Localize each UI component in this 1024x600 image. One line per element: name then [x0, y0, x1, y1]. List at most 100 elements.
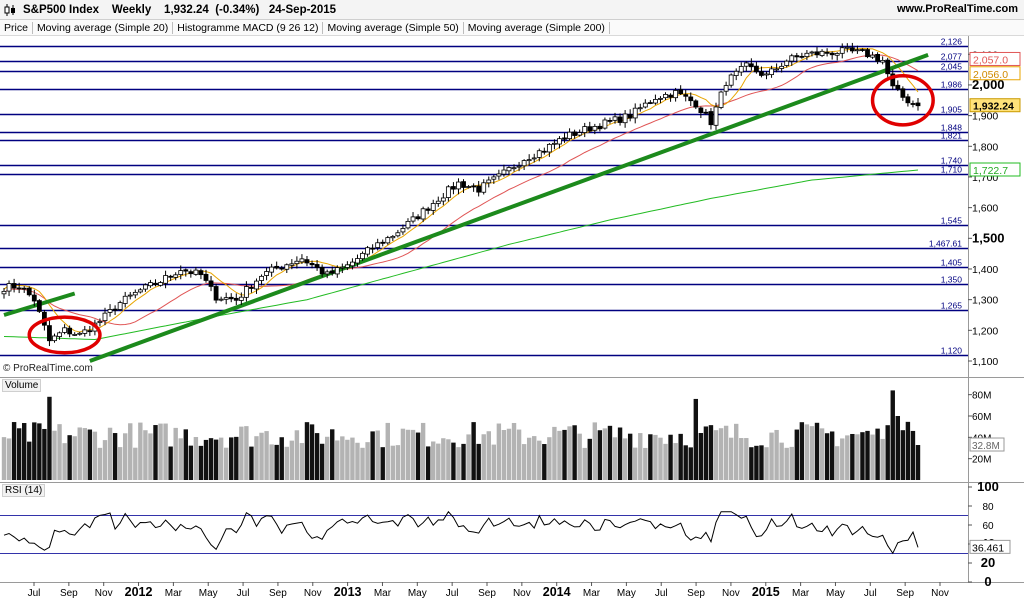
volume-bar [607, 425, 613, 480]
candle-body [57, 332, 62, 337]
volume-bar [213, 439, 219, 480]
volume-bar [319, 443, 325, 480]
x-tick-label: Nov [95, 588, 113, 599]
volume-bar [794, 429, 800, 480]
volume-bar [32, 422, 37, 480]
volume-bar [860, 432, 865, 480]
ma50-line [3, 54, 919, 326]
volume-bar [436, 443, 441, 480]
volume-bar [415, 432, 421, 480]
volume-bar [723, 425, 729, 480]
site-url[interactable]: www.ProRealTime.com [896, 3, 1018, 15]
price-tag-label: 2,056.0 [973, 69, 1008, 81]
volume-bar [254, 436, 259, 480]
candle-body [309, 262, 315, 266]
volume-bar [274, 444, 279, 480]
candle-body [784, 60, 790, 66]
candle-body [445, 186, 451, 198]
legend-macd-histogram[interactable]: Histogramme MACD (9 26 12) [173, 21, 324, 34]
y-tick-label: 1,300 [972, 295, 998, 307]
volume-last-tag-label: 32.8M [972, 441, 1000, 452]
volume-bar [597, 430, 603, 480]
x-tick-label: Mar [165, 588, 183, 599]
candle-body [794, 55, 800, 58]
x-tick-label: May [408, 588, 427, 599]
candle-body [294, 260, 300, 265]
volume-bar [850, 433, 855, 480]
level-label: 2,045 [941, 62, 963, 72]
candle-body [153, 282, 158, 285]
candle-body [612, 116, 618, 121]
candle-body [188, 271, 194, 275]
volume-bar [511, 422, 517, 480]
candle-body [6, 283, 12, 292]
volume-bar [410, 429, 416, 480]
volume-bar [229, 437, 234, 480]
x-tick-label: May [826, 588, 845, 599]
volume-bar [163, 423, 168, 480]
price-tag [969, 162, 1021, 177]
x-tick-label: Sep [687, 588, 705, 599]
volume-bar [117, 447, 123, 480]
legend-price[interactable]: Price [0, 21, 33, 34]
volume-bar [552, 426, 557, 480]
volume-bar [178, 438, 183, 480]
volume-y-tick-label: 20M [972, 455, 991, 466]
volume-bar [764, 447, 769, 480]
volume-bar [57, 424, 62, 480]
candle-body [466, 186, 471, 188]
candle-body [582, 126, 588, 133]
rsi-y-tick-label: 60 [982, 521, 994, 532]
candle-body [865, 49, 870, 58]
candle-body [880, 60, 886, 63]
price-tag [969, 51, 1021, 66]
volume-bar [198, 445, 204, 480]
chart-background [0, 36, 1024, 600]
candle-body [344, 264, 350, 268]
volume-bar [128, 423, 133, 480]
candle-body [536, 150, 542, 158]
volume-bar [855, 434, 860, 480]
volume-bar [102, 440, 108, 480]
volume-bar [289, 440, 295, 480]
volume-bar [143, 430, 148, 480]
volume-bar [193, 437, 199, 480]
candle-body [102, 312, 108, 322]
candle-body [486, 179, 492, 184]
volume-bar [52, 430, 57, 480]
rsi-last-tag [969, 539, 1011, 554]
candle-body [849, 47, 855, 52]
volume-bar [309, 424, 315, 480]
volume-bar [97, 447, 103, 480]
candle-body [430, 203, 436, 211]
volume-bar [340, 436, 345, 480]
candle-body [824, 51, 830, 54]
candle-body [385, 237, 391, 244]
volume-bar [663, 443, 668, 480]
legend-ma20[interactable]: Moving average (Simple 20) [33, 21, 174, 34]
candle-body [693, 100, 699, 108]
volume-bar [259, 432, 264, 480]
volume-bar [759, 445, 764, 480]
candle-body [254, 280, 259, 290]
volume-bar [112, 433, 118, 480]
candle-body [370, 247, 376, 250]
volume-bar [284, 446, 289, 480]
volume-bar [6, 438, 12, 480]
legend-ma200[interactable]: Moving average (Simple 200) [464, 21, 610, 34]
volume-bar [37, 423, 42, 480]
candle-body [132, 291, 138, 296]
price-tag-label: 1,722.7 [973, 165, 1008, 177]
volume-bar [890, 390, 895, 480]
volume-bar [643, 447, 648, 480]
candle-body [895, 84, 901, 90]
level-label: 1,710 [941, 165, 963, 175]
candle-body [339, 266, 345, 269]
volume-bar [42, 428, 47, 480]
volume-bar [501, 430, 507, 480]
volume-bar [516, 429, 522, 480]
volume-bar [708, 425, 714, 480]
volume-last-tag [969, 437, 1005, 452]
legend-ma50[interactable]: Moving average (Simple 50) [323, 21, 464, 34]
